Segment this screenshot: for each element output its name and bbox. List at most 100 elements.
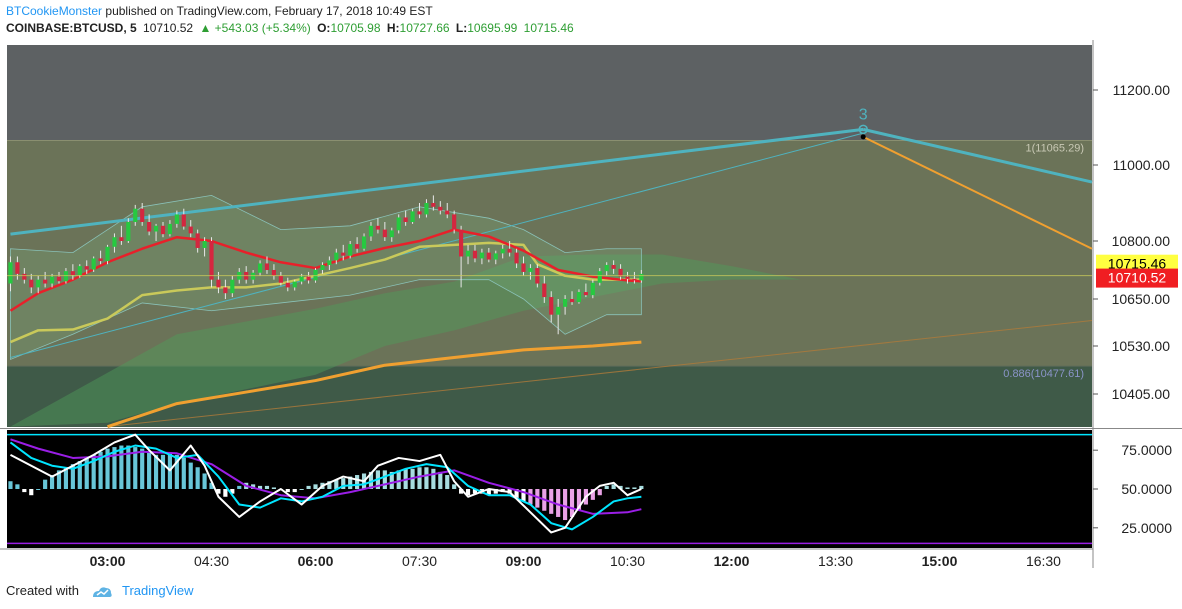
candle-body (459, 229, 464, 257)
candle-body (84, 266, 89, 270)
stochastic-pane[interactable] (7, 430, 1092, 548)
histogram-bar (29, 489, 34, 496)
histogram-bar (355, 475, 360, 489)
candle-body (105, 246, 110, 262)
stoch-cyan-line (9, 441, 642, 531)
histogram-bar (382, 470, 387, 489)
footer: Created with TradingView (6, 583, 194, 599)
candle-body (160, 225, 166, 235)
candle-body (382, 229, 387, 238)
candle-body (396, 217, 401, 231)
fib-label: 1(11065.29) (1025, 143, 1084, 155)
time-tick-label: 09:00 (506, 553, 542, 569)
price-tick-label: 10530.00 (1112, 338, 1171, 354)
candle-body (15, 262, 20, 274)
candle-body (202, 241, 207, 248)
candle-body (611, 264, 616, 269)
projection-line (862, 135, 1093, 250)
symbol-label: COINBASE:BTCUSD, 5 (6, 21, 137, 35)
candle-body (264, 263, 270, 270)
stoch-white-line (10, 433, 642, 534)
author-link[interactable]: BTCookieMonster (6, 4, 103, 18)
candle-body (98, 258, 103, 262)
price-tick-label: 11000.00 (1113, 157, 1171, 173)
histogram-bar (486, 489, 491, 496)
candle-body (209, 241, 214, 280)
histogram-bar (556, 489, 561, 517)
fib-zone-upper (7, 140, 1092, 367)
candle-body (452, 214, 457, 230)
candle-body (341, 252, 346, 256)
histogram-bar (15, 484, 20, 489)
candle-body (181, 214, 186, 227)
candle-body (514, 252, 519, 264)
histogram-bar (56, 470, 62, 489)
histogram-bar (569, 489, 575, 517)
published-text: published on TradingView.com, February 1… (105, 4, 433, 18)
histogram-bar (98, 451, 103, 489)
candle-body (251, 272, 256, 280)
histogram-bar (292, 489, 297, 493)
histogram-bar (396, 470, 401, 489)
time-tick-label: 13:30 (818, 553, 853, 569)
histogram-bar (341, 478, 346, 489)
candle-body (285, 282, 290, 288)
histogram-bar (465, 489, 471, 496)
price-tick-label: 10650.00 (1112, 291, 1171, 307)
candle-body (195, 233, 200, 248)
last-price-badge (1096, 268, 1178, 288)
candle-body (112, 237, 117, 247)
histogram-bar (424, 467, 429, 489)
osc-tick-label: 50.0000 (1121, 481, 1172, 497)
candle-body (493, 253, 498, 260)
candle-body (639, 273, 644, 281)
candle-body (590, 282, 595, 296)
candle-body (417, 211, 422, 215)
wave-point (858, 124, 868, 135)
histogram-bar (639, 485, 644, 489)
candle-body (140, 208, 145, 222)
histogram-bar (264, 485, 270, 489)
ema-red (9, 228, 642, 312)
histogram-bar (389, 471, 394, 489)
histogram-bar (70, 464, 75, 489)
candle-body (36, 279, 41, 288)
open-label: O: (317, 21, 331, 35)
candle-body (29, 279, 34, 288)
histogram-bar (535, 489, 540, 508)
histogram-bar (528, 489, 533, 505)
chart-area[interactable]: 1(11065.29) 0.886(10477.61) 3 11200.00 1100… (0, 40, 1182, 574)
candle-body (223, 287, 228, 294)
tradingview-brand-link[interactable]: TradingView (122, 583, 194, 598)
histogram-bar (216, 489, 221, 494)
price-tick-label: 11200.00 (1113, 82, 1171, 98)
histogram-bar (285, 489, 290, 493)
histogram-bar (49, 475, 55, 489)
candle-body (361, 236, 367, 249)
fib-zone-lower (7, 366, 1092, 427)
candle-body (549, 297, 554, 315)
candle-body (216, 279, 221, 288)
fib-label: 0.886(10477.61) (1003, 368, 1084, 380)
candle-body (583, 292, 588, 296)
price-tick-label: 10405.00 (1112, 386, 1171, 402)
histogram-bar (140, 448, 145, 489)
time-tick-label: 10:30 (610, 553, 645, 569)
histogram-bar (521, 489, 526, 502)
high-value: 10727.66 (399, 21, 450, 35)
candle-body (438, 206, 443, 211)
histogram-bar (590, 489, 595, 500)
candle-body (22, 273, 27, 280)
candle-body (49, 276, 55, 284)
candle-body (8, 262, 13, 284)
candle-body (632, 278, 637, 281)
projection-point (860, 134, 866, 140)
histogram-bar (112, 447, 117, 489)
osc-tick-label: 75.0000 (1121, 442, 1172, 458)
candle-body (153, 225, 159, 232)
histogram-bar (327, 481, 332, 489)
candle-body (278, 275, 283, 283)
candle-body (410, 211, 415, 222)
price-pane[interactable]: 1(11065.29) 0.886(10477.61) 3 (0, 40, 1182, 574)
candle-body (327, 260, 332, 265)
